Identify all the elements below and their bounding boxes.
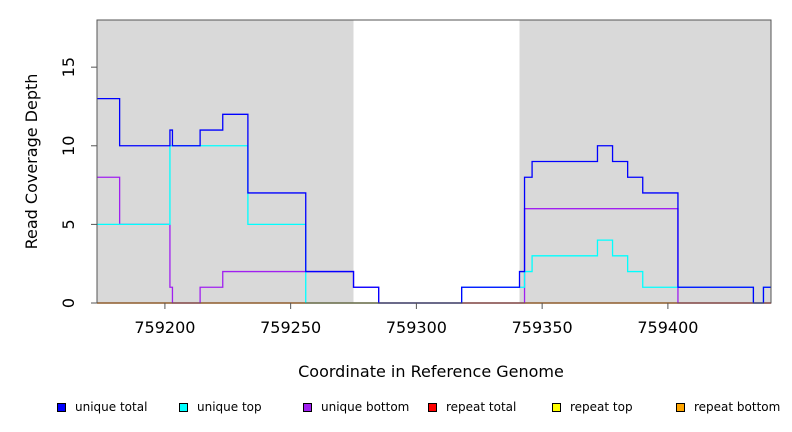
- shaded-region-0: [97, 20, 354, 303]
- legend-label: repeat bottom: [694, 400, 781, 414]
- legend-item-repeat-total: repeat total: [428, 400, 516, 414]
- y-tick-label: 15: [59, 57, 78, 77]
- legend-label: repeat total: [446, 400, 517, 414]
- legend-item-repeat-bottom: repeat bottom: [676, 400, 780, 414]
- y-axis-label: Read Coverage Depth: [22, 74, 41, 250]
- legend-item-repeat-top: repeat top: [552, 400, 633, 414]
- legend-label: unique bottom: [321, 400, 410, 414]
- x-tick-label: 759200: [134, 318, 195, 337]
- y-axis: 0 5 10 15: [59, 57, 97, 308]
- legend-swatch-repeat-bottom: [676, 402, 685, 412]
- legend-label: unique total: [75, 400, 148, 414]
- x-axis: 759200 759250 759300 759350 759400: [134, 303, 698, 337]
- legend: unique total unique top unique bottom re…: [0, 396, 792, 420]
- series-line-unique-total: [97, 97, 771, 304]
- plot-area: 759200 759250 759300 759350 759400 0 5 10 15 Co…: [22, 19, 772, 381]
- y-tick-label: 0: [59, 298, 78, 308]
- legend-label: unique top: [197, 400, 262, 414]
- legend-swatch-unique-bottom: [303, 402, 312, 412]
- plot-frame: [96, 19, 772, 304]
- x-tick-label: 759350: [512, 318, 573, 337]
- x-tick-label: 759250: [260, 318, 321, 337]
- x-axis-label: Coordinate in Reference Genome: [298, 362, 564, 381]
- legend-item-unique-bottom: unique bottom: [303, 400, 409, 414]
- legend-item-unique-total: unique total: [57, 400, 147, 414]
- legend-item-unique-top: unique top: [179, 400, 262, 414]
- legend-swatch-repeat-total: [428, 402, 437, 412]
- shaded-regions: [97, 20, 771, 303]
- y-tick-label: 5: [59, 219, 78, 229]
- legend-label: repeat top: [570, 400, 633, 414]
- x-tick-label: 759300: [386, 318, 447, 337]
- y-tick-label: 10: [59, 136, 78, 156]
- legend-swatch-unique-top: [179, 402, 188, 412]
- legend-swatch-repeat-top: [552, 402, 561, 412]
- x-tick-label: 759400: [637, 318, 698, 337]
- legend-swatch-unique-total: [57, 402, 66, 412]
